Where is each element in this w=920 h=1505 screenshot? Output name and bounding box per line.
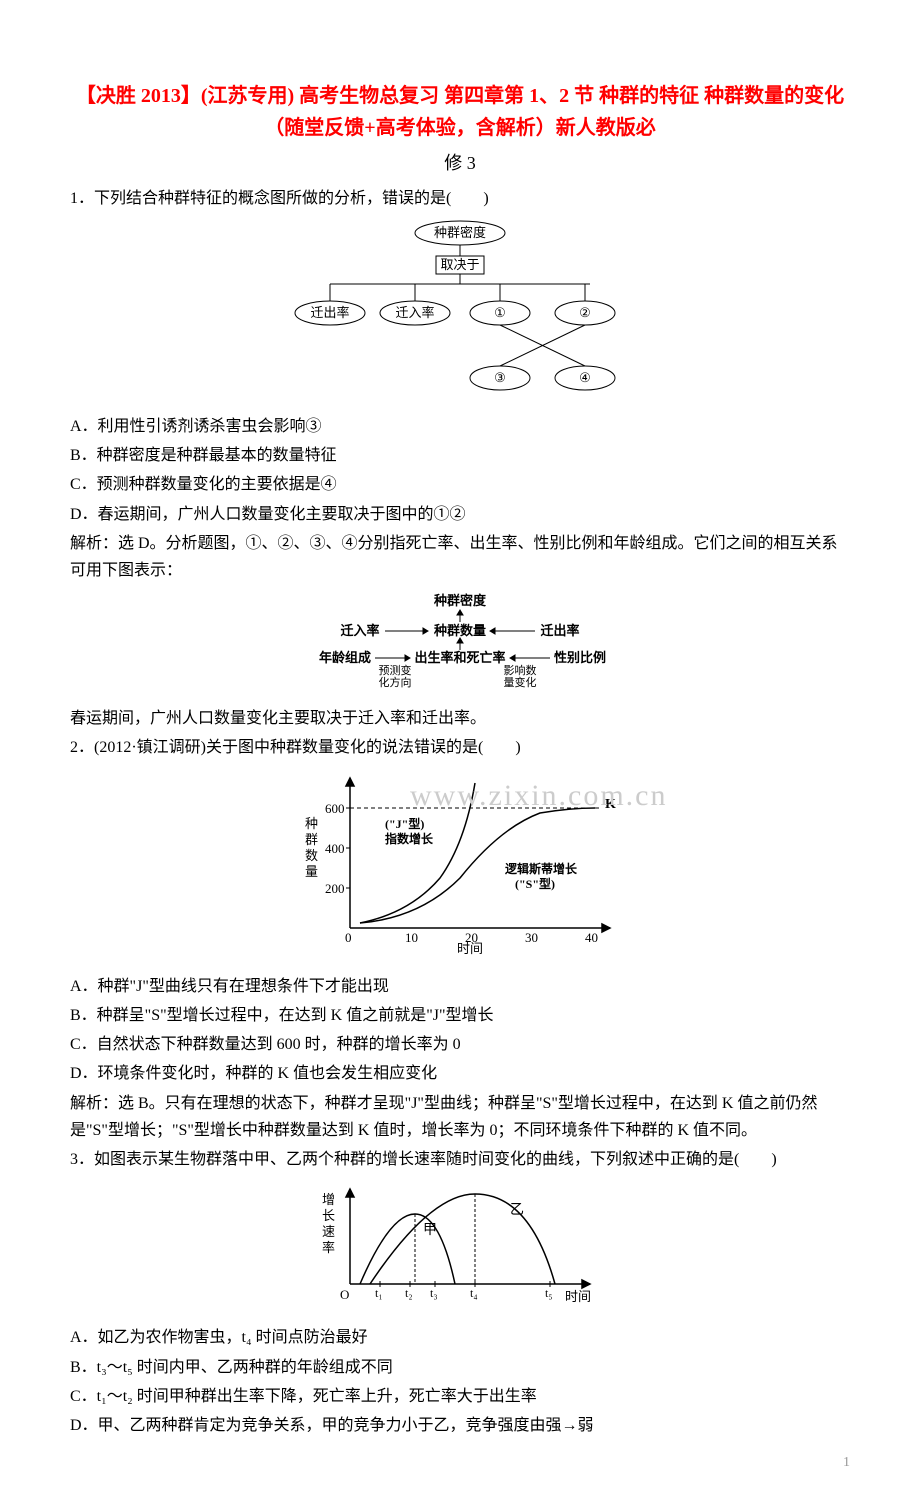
svg-text:种群密度: 种群密度 xyxy=(434,225,486,240)
svg-text:②: ② xyxy=(579,305,591,320)
q2-opt-d: D．环境条件变化时，种群的 K 值也会发生相应变化 xyxy=(70,1060,850,1087)
svg-text:O: O xyxy=(340,1287,349,1302)
svg-text:迁入率: 迁入率 xyxy=(340,623,379,638)
svg-text:长: 长 xyxy=(322,1208,335,1223)
svg-text:30: 30 xyxy=(525,930,538,945)
svg-text:t₃: t₃ xyxy=(430,1286,438,1300)
q3-opt-c: C．t₁～t₂ 时间甲种群出生率下降，死亡率上升，死亡率大于出生率 xyxy=(70,1383,850,1410)
q3-options: A．如乙为农作物害虫，t₄ 时间点防治最好 B．t₃～t₅ 时间内甲、乙两种群的… xyxy=(70,1324,850,1439)
q2-growth-chart: 种 群 数 量 时间 200 400 600 0 10 20 30 40 K (… xyxy=(70,768,850,967)
svg-text:乙: 乙 xyxy=(510,1202,524,1218)
q2-options: A．种群"J"型曲线只有在理想条件下才能出现 B．种群呈"S"型增长过程中，在达… xyxy=(70,973,850,1088)
svg-text:影响数: 影响数 xyxy=(504,664,537,677)
q2-opt-b: B．种群呈"S"型增长过程中，在达到 K 值之前就是"J"型增长 xyxy=(70,1002,850,1029)
svg-text:20: 20 xyxy=(465,930,478,945)
svg-text:600: 600 xyxy=(325,801,345,816)
svg-text:种群数量: 种群数量 xyxy=(433,623,486,638)
svg-text:化方向: 化方向 xyxy=(379,675,412,689)
svg-text:年龄组成: 年龄组成 xyxy=(319,650,371,665)
q1-opt-a: A．利用性引诱剂诱杀害虫会影响③ xyxy=(70,413,850,440)
svg-text:率: 率 xyxy=(322,1240,335,1255)
svg-text:群: 群 xyxy=(305,832,318,847)
q1-relation-chart: 种群密度 迁入率 种群数量 迁出率 年龄组成 出生率和死亡率 性别比例 预测变 … xyxy=(70,590,850,699)
svg-text:量变化: 量变化 xyxy=(504,675,537,689)
svg-text:甲: 甲 xyxy=(423,1223,437,1238)
q1-options: A．利用性引诱剂诱杀害虫会影响③ B．种群密度是种群最基本的数量特征 C．预测种… xyxy=(70,413,850,528)
svg-text:("J"型): ("J"型) xyxy=(385,816,424,831)
q3-opt-d: D．甲、乙两种群肯定为竞争关系，甲的竞争力小于乙，竞争强度由强→弱 xyxy=(70,1412,850,1439)
svg-text:迁出率: 迁出率 xyxy=(310,305,349,320)
svg-text:t₁: t₁ xyxy=(375,1286,383,1300)
q3-rate-chart: 增 长 速 率 时间 O 甲 乙 t₁ t₂ t₃ t₄ t₅ xyxy=(70,1179,850,1318)
svg-text:④: ④ xyxy=(579,370,591,385)
svg-text:10: 10 xyxy=(405,930,418,945)
svg-text:性别比例: 性别比例 xyxy=(554,650,606,665)
svg-text:速: 速 xyxy=(322,1224,335,1239)
svg-text:400: 400 xyxy=(325,841,345,856)
q1-opt-b: B．种群密度是种群最基本的数量特征 xyxy=(70,442,850,469)
svg-text:增: 增 xyxy=(322,1192,335,1207)
svg-text:("S"型): ("S"型) xyxy=(515,876,555,891)
q1-answer: 解析：选 D。分析题图，①、②、③、④分别指死亡率、出生率、性别比例和年龄组成。… xyxy=(70,530,850,584)
svg-text:迁出率: 迁出率 xyxy=(540,623,579,638)
svg-text:③: ③ xyxy=(494,370,506,385)
q2-opt-c: C．自然状态下种群数量达到 600 时，种群的增长率为 0 xyxy=(70,1031,850,1058)
q2-answer: 解析：选 B。只有在理想的状态下，种群才呈现"J"型曲线；种群呈"S"型增长过程… xyxy=(70,1090,850,1144)
svg-text:t₄: t₄ xyxy=(470,1286,478,1300)
svg-text:K: K xyxy=(605,797,616,812)
page-number: 1 xyxy=(70,1451,850,1475)
ylabel: 种 xyxy=(305,816,318,831)
q1-concept-chart: 种群密度 取决于 迁出率 迁入率 ① ② ③ ④ xyxy=(70,218,850,407)
svg-text:种群密度: 种群密度 xyxy=(433,593,487,608)
q2-stem: 2．(2012·镇江调研)关于图中种群数量变化的说法错误的是( ) xyxy=(70,734,850,761)
svg-text:量: 量 xyxy=(305,864,318,879)
q3-opt-b: B．t₃～t₅ 时间内甲、乙两种群的年龄组成不同 xyxy=(70,1354,850,1381)
q1-stem: 1．下列结合种群特征的概念图所做的分析，错误的是( ) xyxy=(70,185,850,212)
svg-text:出生率和死亡率: 出生率和死亡率 xyxy=(414,650,505,665)
q1-opt-c: C．预测种群数量变化的主要依据是④ xyxy=(70,471,850,498)
svg-text:逻辑斯蒂增长: 逻辑斯蒂增长 xyxy=(505,861,578,876)
svg-text:迁入率: 迁入率 xyxy=(395,305,434,320)
svg-text:预测变: 预测变 xyxy=(379,663,412,677)
q3-opt-a: A．如乙为农作物害虫，t₄ 时间点防治最好 xyxy=(70,1324,850,1351)
q3-stem: 3．如图表示某生物群落中甲、乙两个种群的增长速率随时间变化的曲线，下列叙述中正确… xyxy=(70,1146,850,1173)
q1-opt-d: D．春运期间，广州人口数量变化主要取决于图中的①② xyxy=(70,501,850,528)
svg-text:40: 40 xyxy=(585,930,598,945)
svg-text:t₅: t₅ xyxy=(545,1286,553,1300)
page-title: 【决胜 2013】(江苏专用) 高考生物总复习 第四章第 1、2 节 种群的特征… xyxy=(70,80,850,144)
subtitle: 修 3 xyxy=(70,148,850,179)
q1-answer2: 春运期间，广州人口数量变化主要取决于迁入率和迁出率。 xyxy=(70,705,850,732)
svg-text:指数增长: 指数增长 xyxy=(385,831,434,846)
q2-opt-a: A．种群"J"型曲线只有在理想条件下才能出现 xyxy=(70,973,850,1000)
svg-text:①: ① xyxy=(494,305,506,320)
svg-text:数: 数 xyxy=(305,848,318,863)
svg-text:取决于: 取决于 xyxy=(440,257,479,272)
svg-text:200: 200 xyxy=(325,881,345,896)
svg-text:0: 0 xyxy=(345,930,352,945)
svg-text:t₂: t₂ xyxy=(405,1286,413,1300)
